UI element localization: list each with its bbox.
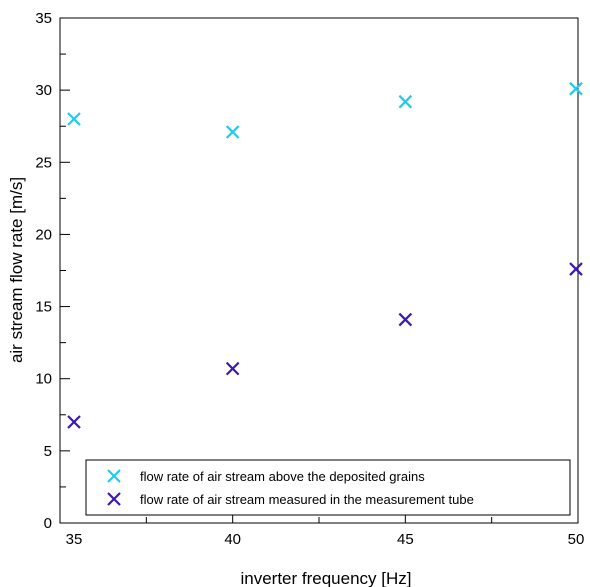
data-point-series-1-3 xyxy=(398,94,413,109)
legend-x-marker-2 xyxy=(107,492,121,506)
data-point-series-2-2 xyxy=(225,361,240,376)
legend-label-series-1: flow rate of air stream above the deposi… xyxy=(140,469,425,484)
legend-label-series-2: flow rate of air stream measured in the … xyxy=(140,492,474,507)
legend: flow rate of air stream above the deposi… xyxy=(85,459,571,516)
y-tick-label-0: 0 xyxy=(44,515,52,532)
data-point-series-1-2 xyxy=(225,125,240,139)
x-axis-ticks: 35 40 45 50 xyxy=(59,513,585,548)
y-tick-label-20: 20 xyxy=(35,226,52,243)
legend-marker-series-2 xyxy=(107,492,121,506)
y-axis-title: air stream flow rate [m/s] xyxy=(7,177,26,363)
y-tick-label-5: 5 xyxy=(44,443,52,460)
data-point-series-2-4 xyxy=(569,262,583,276)
data-point-series-1-1 xyxy=(67,112,81,126)
legend-x-marker-1 xyxy=(107,469,121,483)
legend-marker-series-1 xyxy=(107,469,121,483)
y-tick-label-10: 10 xyxy=(35,371,52,388)
x-tick-label-40: 40 xyxy=(224,531,241,548)
x-axis-title: inverter frequency [Hz] xyxy=(240,569,411,587)
y-axis-ticks: 0 5 10 15 20 25 30 35 xyxy=(35,10,70,532)
y-tick-label-30: 30 xyxy=(35,82,52,99)
legend-box xyxy=(85,459,571,516)
y-tick-label-35: 35 xyxy=(35,10,52,27)
data-point-series-2-3 xyxy=(398,312,413,327)
data-point-series-1-4 xyxy=(569,81,583,96)
plot-frame xyxy=(59,17,579,524)
data-point-series-2-1 xyxy=(67,415,81,429)
x-tick-label-35: 35 xyxy=(66,531,83,548)
x-tick-label-50: 50 xyxy=(568,531,585,548)
y-tick-label-25: 25 xyxy=(35,154,52,171)
y-tick-label-15: 15 xyxy=(35,299,52,316)
data-markers xyxy=(67,81,583,429)
x-tick-label-45: 45 xyxy=(397,531,414,548)
